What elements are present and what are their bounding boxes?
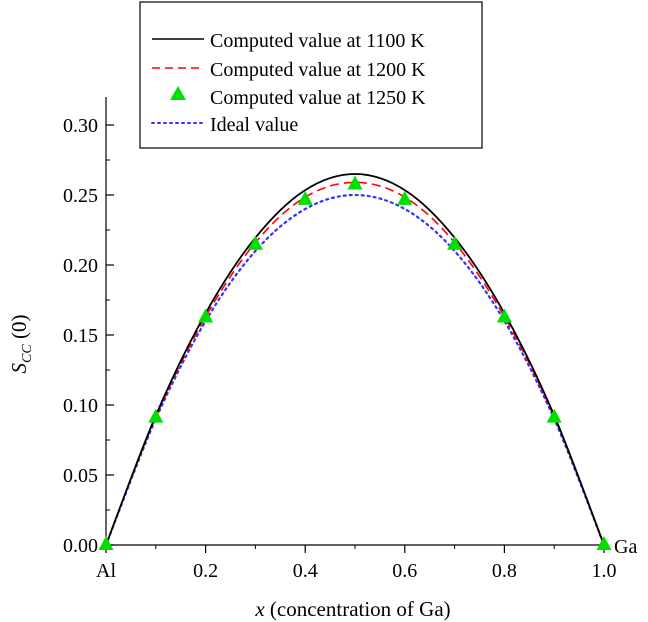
axes: 0.00 0.05 0.10 0.15 0.20 0.25 0.30 Al 0.2 0.4 0.6 0… [63, 97, 617, 582]
x-axis-title-rest: (concentration of Ga) [265, 597, 451, 621]
marker-1250k [397, 190, 413, 205]
y-axis-title: SCC (0) [7, 315, 35, 374]
marker-1250k [247, 235, 263, 250]
marker-1250k [596, 536, 612, 550]
y-axis-title-var: S [7, 362, 31, 373]
x-axis-title: x (concentration of Ga) [254, 597, 450, 621]
marker-1250k [98, 536, 114, 550]
marker-1250k [546, 408, 562, 423]
y-tick-label: 0.10 [63, 395, 98, 417]
y-tick-label: 0.15 [63, 325, 98, 347]
y-tick-label: 0.05 [63, 465, 98, 487]
y-tick-label: 0.00 [63, 535, 98, 557]
marker-1250k [198, 308, 214, 323]
legend-label-1100k: Computed value at 1100 K [210, 30, 425, 52]
x-axis-title-var: x [254, 597, 265, 621]
x-axis-end-label: Ga [614, 536, 637, 558]
y-tick-label: 0.25 [63, 185, 98, 207]
marker-1250k [297, 190, 313, 205]
x-tick-label: 0.4 [293, 560, 318, 582]
series-line-dotted [104, 193, 606, 547]
legend-box [139, 1, 483, 149]
marker-1250k [347, 175, 363, 190]
legend: Computed value at 1100 K Computed value … [139, 1, 483, 149]
legend-label-1250k: Computed value at 1250 K [210, 87, 426, 109]
series-line-solid [105, 173, 605, 546]
x-tick-label: 0.6 [392, 560, 417, 582]
series-line-dashed [105, 181, 605, 546]
marker-1250k [496, 308, 512, 323]
y-tick-label: 0.30 [63, 115, 98, 137]
legend-label-ideal: Ideal value [210, 114, 298, 136]
marker-1250k [148, 408, 164, 423]
x-tick-label: 1.0 [592, 560, 617, 582]
y-axis-title-sub: CC [20, 344, 35, 363]
legend-swatch-1250k [170, 86, 186, 100]
marker-1250k [447, 235, 463, 250]
series-layer [98, 173, 612, 550]
y-tick-label: 0.20 [63, 255, 98, 277]
y-axis-title-rest: (0) [7, 315, 31, 345]
x-tick-label: 0.2 [193, 560, 218, 582]
x-tick-label: 0.8 [492, 560, 517, 582]
legend-label-1200k: Computed value at 1200 K [210, 59, 426, 81]
x-tick-label: Al [96, 560, 116, 582]
